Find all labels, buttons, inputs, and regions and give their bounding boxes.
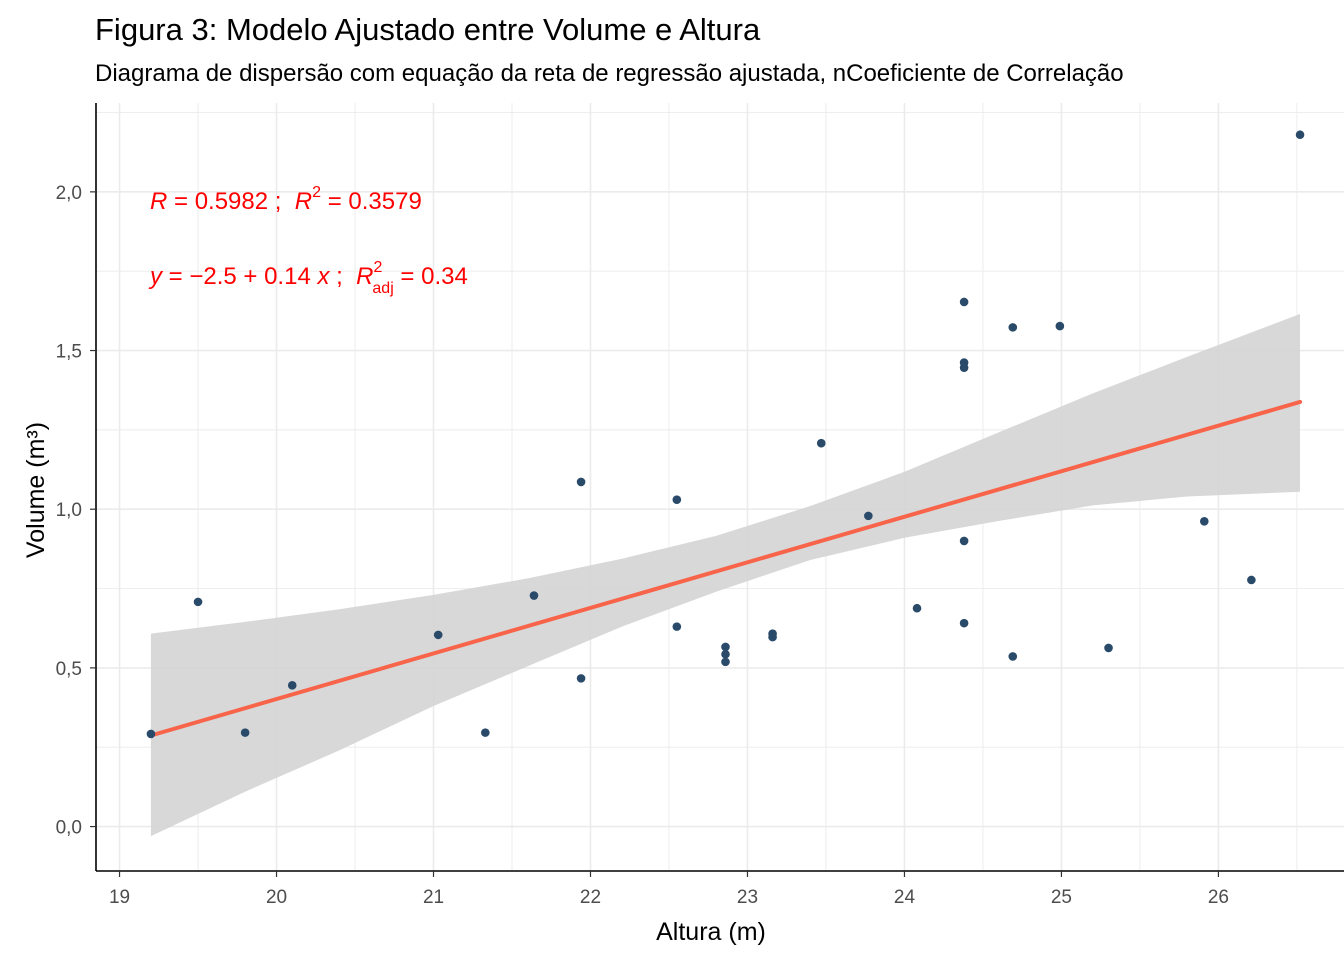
data-point (864, 511, 873, 521)
data-point (672, 622, 682, 631)
x-tick-label: 21 (423, 887, 444, 908)
data-point (1104, 643, 1113, 653)
regression-line (148, 399, 1303, 738)
y-tick-label: 2,0 (56, 183, 82, 204)
y-axis-title: Volume (m³) (22, 422, 50, 558)
y-tick-label: 0,5 (56, 659, 82, 680)
data-point (768, 632, 777, 642)
chart-title: Figura 3: Modelo Ajustado entre Volume e… (95, 12, 761, 47)
data-point (240, 728, 250, 737)
data-point (433, 630, 443, 640)
data-point (1247, 575, 1256, 585)
x-tick-label: 19 (109, 887, 130, 908)
data-point (1199, 516, 1209, 526)
x-tick-label: 23 (737, 887, 758, 908)
data-point (1008, 652, 1018, 661)
data-point (672, 495, 682, 504)
confidence-band (150, 314, 1300, 837)
data-point (481, 728, 490, 737)
data-point (721, 657, 730, 667)
data-point (1295, 130, 1305, 140)
x-tick-label: 20 (266, 887, 287, 908)
data-point (959, 297, 969, 307)
data-point (912, 603, 922, 613)
data-point (816, 438, 826, 448)
x-tick-label: 22 (580, 887, 601, 908)
x-axis-ticks: 19 20 21 22 23 24 25 26 (109, 871, 1229, 908)
data-point (576, 477, 586, 487)
data-point (193, 597, 203, 607)
data-point (287, 681, 297, 690)
x-axis-title: Altura (m) (656, 918, 766, 946)
y-tick-label: 1,0 (56, 500, 82, 521)
data-point (959, 618, 969, 628)
y-tick-label: 1,5 (56, 342, 82, 363)
x-tick-label: 24 (894, 887, 916, 908)
correlation-annotation: R = 0.5982 ; R2 = 0.3579 (150, 184, 422, 215)
data-point (1055, 321, 1065, 331)
data-point (721, 649, 730, 659)
data-point (959, 363, 969, 372)
data-point (529, 591, 539, 600)
x-tick-label: 25 (1051, 887, 1072, 908)
x-tick-label: 26 (1208, 887, 1229, 908)
data-points (146, 130, 1305, 739)
data-point (959, 536, 969, 546)
data-point (576, 674, 586, 683)
data-point (1008, 323, 1018, 332)
y-axis-ticks: 0,0 0,5 1,0 1,5 2,0 (56, 183, 96, 839)
regression-equation-annotation: y = −2.5 + 0.14 x ; R2 adj = 0.34 (148, 259, 468, 297)
y-tick-label: 0,0 (56, 818, 82, 839)
data-point (721, 642, 730, 652)
data-point (146, 729, 156, 739)
chart-subtitle: Diagrama de dispersão com equação da ret… (95, 60, 1124, 87)
